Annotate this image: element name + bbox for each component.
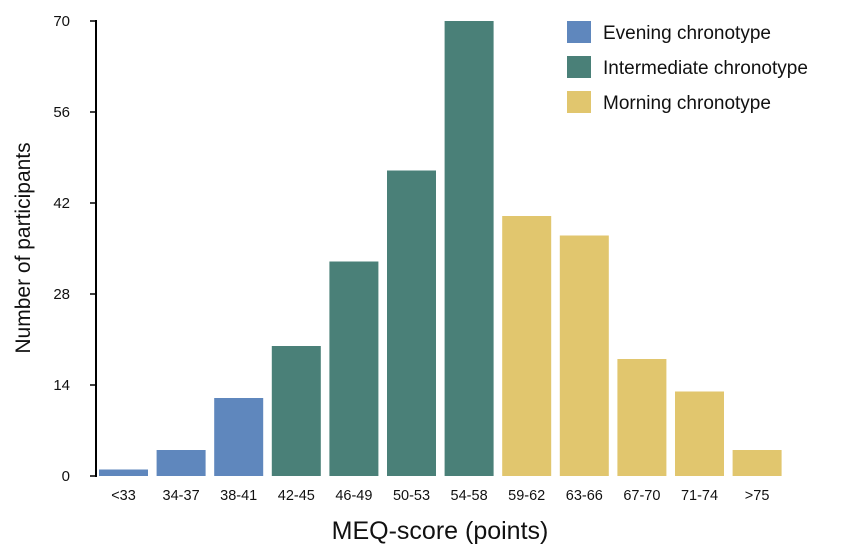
- x-tick-label-4: 46-49: [335, 488, 372, 504]
- legend-label-2: Morning chronotype: [603, 93, 771, 114]
- x-tick-label-10: 71-74: [681, 488, 718, 504]
- bar-10: [675, 391, 724, 476]
- x-tick-label-5: 50-53: [393, 488, 430, 504]
- bar-7: [502, 216, 552, 476]
- y-tick-label-3: 42: [53, 195, 70, 212]
- x-tick-label-9: 67-70: [623, 488, 660, 504]
- x-tick-label-3: 42-45: [278, 488, 315, 504]
- bar-3: [271, 346, 321, 476]
- x-tick-label-6: 54-58: [451, 488, 488, 504]
- legend-swatch-2: [567, 91, 591, 113]
- legend-label-1: Intermediate chronotype: [603, 58, 808, 79]
- bar-0: [99, 469, 148, 476]
- bar-4: [329, 261, 379, 476]
- x-tick-label-8: 63-66: [566, 488, 603, 504]
- y-ticks-group: 0 14 28 42 56 70: [53, 13, 96, 485]
- x-labels-group: <33 34-37 38-41 42-45 46-49 50-53 54-58 59-62 63…: [111, 488, 769, 504]
- x-tick-label-11: >75: [745, 488, 770, 504]
- legend: Evening chronotype Intermediate chronotyp…: [567, 21, 808, 114]
- bar-1: [156, 450, 206, 476]
- x-tick-label-0: <33: [111, 488, 136, 504]
- y-tick-label-0: 0: [62, 468, 70, 485]
- y-tick-label-5: 70: [53, 13, 70, 30]
- y-tick-label-1: 14: [53, 377, 70, 394]
- bars-group: [99, 21, 782, 476]
- bar-9: [617, 359, 667, 476]
- legend-label-0: Evening chronotype: [603, 23, 771, 44]
- y-tick-label-2: 28: [53, 286, 70, 303]
- x-tick-label-1: 34-37: [163, 488, 200, 504]
- bar-6: [444, 21, 494, 476]
- x-tick-label-2: 38-41: [220, 488, 257, 504]
- bar-8: [559, 235, 609, 476]
- legend-swatch-1: [567, 56, 591, 78]
- x-tick-label-7: 59-62: [508, 488, 545, 504]
- y-axis-title: Number of participants: [12, 142, 35, 353]
- y-tick-label-4: 56: [53, 104, 70, 121]
- legend-swatch-0: [567, 21, 591, 43]
- x-axis-title: MEQ-score (points): [332, 517, 549, 545]
- bar-5: [387, 170, 436, 476]
- bar-11: [732, 450, 782, 476]
- bar-2: [214, 398, 264, 476]
